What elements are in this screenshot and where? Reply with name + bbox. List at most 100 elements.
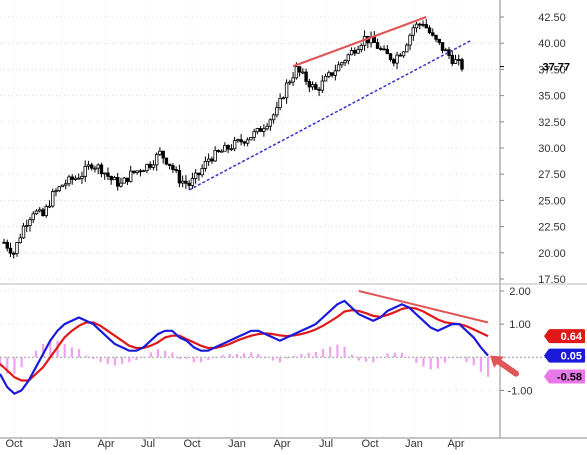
histogram-bar xyxy=(458,357,461,359)
candle-down xyxy=(12,252,16,255)
candle-up xyxy=(359,44,364,51)
candle-up xyxy=(18,237,22,243)
candle-down xyxy=(437,38,441,43)
candle-down xyxy=(421,23,425,26)
macd-tick-label: 1.00 xyxy=(509,319,530,331)
candle-up xyxy=(252,131,256,138)
value-badge-label: -0.58 xyxy=(557,372,582,384)
candle-down xyxy=(70,176,74,180)
candle-down xyxy=(375,42,380,49)
histogram-bar xyxy=(20,357,23,368)
candle-up xyxy=(323,76,328,82)
x-tick-label: Apr xyxy=(447,438,464,450)
candle-up xyxy=(401,51,406,57)
histogram-bar xyxy=(228,353,231,358)
macd-line xyxy=(0,299,489,396)
candle-up xyxy=(255,128,260,133)
candle-up xyxy=(64,183,68,186)
candle-up xyxy=(223,145,227,152)
candle-up xyxy=(262,128,266,132)
candle-up xyxy=(275,107,279,116)
candle-up xyxy=(86,164,91,167)
candle-up xyxy=(265,125,269,130)
candle-up xyxy=(405,44,409,53)
histogram-bar xyxy=(393,352,396,358)
macd-divergence-trendline xyxy=(358,290,489,324)
candle-up xyxy=(119,182,123,187)
histogram-bar xyxy=(487,357,490,377)
price-tick-label: 35.00 xyxy=(538,91,566,103)
candle-up xyxy=(444,49,448,52)
candle-up xyxy=(200,168,204,176)
candle-down xyxy=(258,128,263,132)
histogram-bar xyxy=(149,352,152,358)
candle-up xyxy=(135,170,139,173)
candle-up xyxy=(180,180,185,184)
signal-line xyxy=(0,306,489,382)
candle-up xyxy=(356,49,360,54)
candle-up xyxy=(96,164,100,169)
histogram-bar xyxy=(372,357,375,363)
price-tick-label: 20.00 xyxy=(538,248,566,260)
candle-down xyxy=(382,48,386,51)
candle-up xyxy=(57,186,61,192)
histogram-bar xyxy=(92,357,95,359)
candle-down xyxy=(398,54,402,57)
candle-up xyxy=(291,77,295,83)
candle-down xyxy=(90,164,94,169)
candle-up xyxy=(453,59,458,64)
histogram-bar xyxy=(128,357,131,363)
histogram-bar xyxy=(221,354,224,358)
candle-up xyxy=(236,139,240,142)
histogram-bar xyxy=(257,353,260,358)
candle-down xyxy=(148,163,152,168)
candle-up xyxy=(34,210,39,215)
histogram-bar xyxy=(465,357,468,362)
x-tick-label: Oct xyxy=(183,438,200,450)
candle-down xyxy=(392,59,396,64)
candle-down xyxy=(8,247,13,254)
candle-down xyxy=(161,150,165,159)
candle-down xyxy=(41,209,45,217)
candle-up xyxy=(21,225,26,239)
value-badge-pointer xyxy=(544,329,549,344)
histogram-bar xyxy=(13,357,16,374)
candle-up xyxy=(154,154,159,166)
price-tick-label: 40.00 xyxy=(538,38,566,50)
candle-up xyxy=(288,81,292,84)
candle-up xyxy=(219,150,224,153)
candle-up xyxy=(203,160,208,169)
candle-up xyxy=(336,64,341,72)
histogram-bar xyxy=(329,346,332,358)
candle-down xyxy=(226,145,230,150)
candle-up xyxy=(310,84,315,88)
x-tick-label: Oct xyxy=(5,438,22,450)
candle-down xyxy=(431,32,435,36)
candle-up xyxy=(268,119,273,127)
candle-up xyxy=(141,170,146,173)
x-tick-label: Jan xyxy=(53,438,71,450)
histogram-bar xyxy=(357,357,361,361)
candle-up xyxy=(408,34,412,46)
candle-down xyxy=(5,242,9,249)
candle-up xyxy=(206,158,211,162)
candle-down xyxy=(177,169,182,184)
candle-up xyxy=(112,177,117,181)
candle-up xyxy=(67,176,71,185)
axis-labels: 42.50 40.00 37.50 35.00 32.50 30.00 27.50 25.00… xyxy=(5,12,565,450)
candle-down xyxy=(379,48,383,50)
histogram-bar xyxy=(408,357,411,359)
value-badges: 37.77 0.64 0.05 -0.58 xyxy=(500,62,585,384)
candle-up xyxy=(333,70,338,76)
histogram-bar xyxy=(42,344,45,358)
candle-down xyxy=(447,49,451,56)
value-badge-bg xyxy=(549,348,585,363)
histogram-bar xyxy=(243,353,246,358)
candle-down xyxy=(171,165,175,170)
candle-down xyxy=(99,164,104,175)
candle-down xyxy=(434,34,438,40)
candle-up xyxy=(102,172,107,175)
candle-down xyxy=(424,24,428,29)
support-trendline xyxy=(188,39,473,191)
